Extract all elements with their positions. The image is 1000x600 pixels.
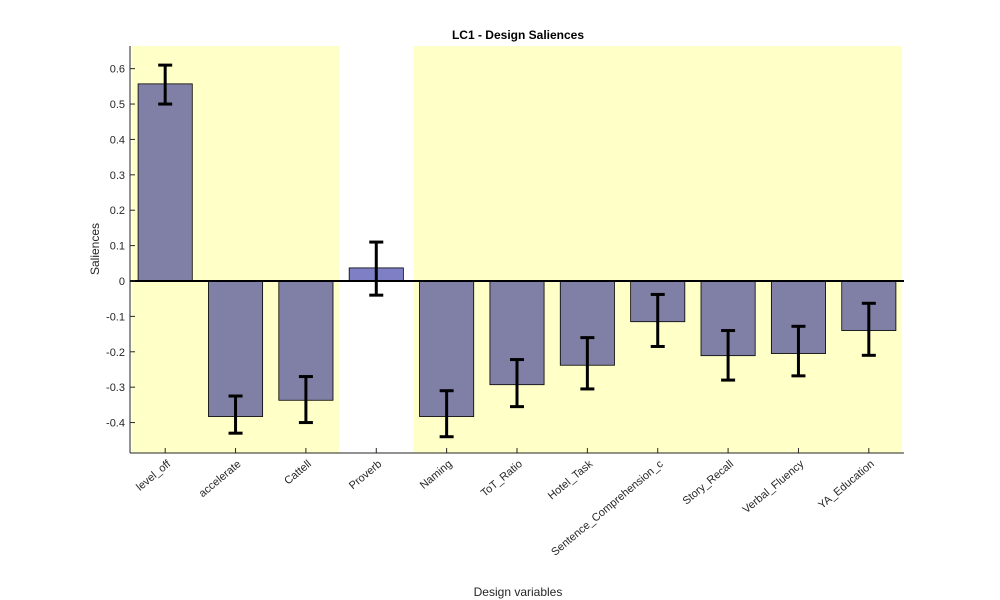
y-tick-label: 0.1 xyxy=(110,241,125,253)
error-bar-ToT_Ratio xyxy=(510,358,524,409)
error-bar-Hotel_Task xyxy=(580,336,595,391)
y-tick-label: 0.6 xyxy=(110,64,125,76)
error-bar-Verbal_Fluency xyxy=(791,324,806,378)
error-bar-YA_Education xyxy=(861,301,876,357)
y-tick-label: 0.4 xyxy=(110,134,125,146)
x-tick-label: accelerate xyxy=(197,458,244,500)
y-ticks: -0.4 -0.3 -0.2 -0.1 0 0.1 0.2 0.3 0.4 0.5 0.6 xyxy=(106,64,135,430)
chart-title: LC1 - Design Saliences xyxy=(452,28,584,42)
x-tick-label: Story_Recall xyxy=(681,458,736,507)
error-bar-Cattell xyxy=(298,375,313,425)
x-tick-label: Proverb xyxy=(347,458,384,492)
bars xyxy=(137,83,897,417)
y-tick-label: 0.2 xyxy=(110,205,125,217)
y-tick-label: 0 xyxy=(119,276,125,288)
y-tick-label: -0.2 xyxy=(106,347,125,359)
error-bar-accelerate xyxy=(228,394,243,435)
x-tick-label: Sentence_Comprehension_c xyxy=(549,458,666,559)
y-tick-label: 0.5 xyxy=(110,99,125,111)
x-tick-label: YA_Education xyxy=(816,458,876,511)
significance-band xyxy=(413,46,902,453)
significance-bands xyxy=(132,46,902,453)
error-bar-Story_Recall xyxy=(721,329,736,382)
y-tick-label: -0.4 xyxy=(106,418,125,430)
x-tick-label: ToT_Ratio xyxy=(479,458,525,499)
error-bar-level_off xyxy=(158,63,173,106)
error-bar-Sentence_Comprehension_c xyxy=(650,292,665,348)
y-axis-label: Saliences xyxy=(88,223,102,275)
x-ticks: level_off accelerate Cattell Proverb Naming T… xyxy=(134,448,877,558)
bar-level_off xyxy=(137,83,193,282)
error-bar-Proverb xyxy=(369,240,384,297)
error-bars xyxy=(158,63,876,439)
x-tick-label: Cattell xyxy=(282,458,314,487)
x-tick-label: Verbal_Fluency xyxy=(741,458,807,516)
x-tick-label: Naming xyxy=(418,458,455,492)
x-axis-label: Design variables xyxy=(474,585,563,599)
y-tick-label: -0.1 xyxy=(106,311,125,323)
y-tick-label: 0.3 xyxy=(110,170,125,182)
bar-accelerate xyxy=(208,280,264,417)
y-tick-label: -0.3 xyxy=(106,382,125,394)
error-bar-Naming xyxy=(439,389,454,439)
x-tick-label: Hotel_Task xyxy=(546,458,596,502)
x-tick-label: level_off xyxy=(134,458,174,494)
